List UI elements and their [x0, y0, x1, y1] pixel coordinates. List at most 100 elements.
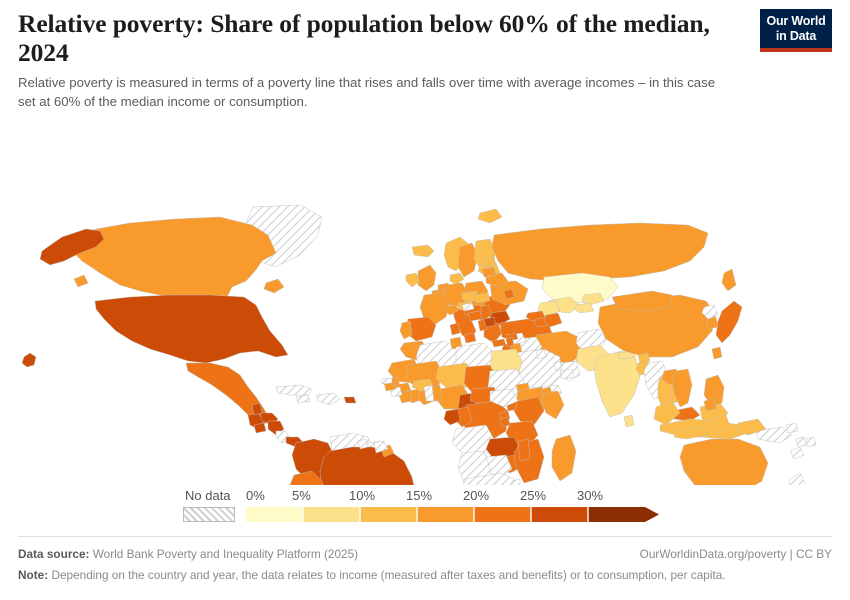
country-sri-lanka[interactable] — [623, 414, 635, 428]
legend-no-data-swatch[interactable] — [183, 507, 235, 522]
country-shapes[interactable] — [21, 204, 817, 485]
country-brazil[interactable] — [319, 446, 416, 485]
country-indonesia[interactable] — [659, 418, 749, 440]
chart-header: Relative poverty: Share of population be… — [18, 9, 832, 112]
country-sardinia[interactable] — [449, 322, 461, 336]
country-china[interactable] — [597, 294, 717, 358]
country-bhutan[interactable] — [637, 352, 651, 364]
country-lebanon[interactable] — [505, 336, 515, 348]
country-trinidad[interactable] — [357, 438, 369, 450]
country-new-guinea-west[interactable] — [735, 418, 767, 436]
country-new-caledonia[interactable] — [789, 446, 805, 460]
country-south-africa[interactable] — [462, 472, 515, 485]
country-vanuatu[interactable] — [795, 436, 807, 448]
country-north-korea[interactable] — [701, 304, 719, 320]
country-gambia[interactable] — [381, 377, 393, 385]
country-vancouver-is[interactable] — [73, 274, 89, 288]
country-kuwait[interactable] — [535, 348, 547, 360]
country-togo[interactable] — [423, 384, 435, 402]
country-madagascar[interactable] — [551, 434, 577, 482]
footer-link[interactable]: OurWorldinData.org/poverty | CC BY — [639, 547, 832, 561]
country-malawi[interactable] — [517, 438, 531, 462]
country-peru[interactable] — [289, 470, 326, 485]
world-map-svg[interactable] — [0, 95, 850, 485]
country-kyrgyzstan[interactable] — [581, 292, 605, 306]
country-fiji[interactable] — [805, 436, 817, 448]
legend-bin-5[interactable] — [531, 507, 588, 522]
footer-source-row: Data source: World Bank Poverty and Ineq… — [18, 546, 832, 563]
country-gabon[interactable] — [443, 408, 461, 426]
legend-bin-6[interactable] — [588, 507, 659, 522]
country-java[interactable] — [673, 426, 709, 440]
country-new-zealand[interactable] — [788, 472, 807, 485]
country-lithuania[interactable] — [481, 266, 497, 278]
country-india[interactable] — [593, 350, 641, 418]
country-switzerland[interactable] — [443, 304, 459, 316]
country-portugal[interactable] — [399, 320, 413, 340]
country-sakhalin[interactable] — [721, 268, 737, 292]
country-ireland[interactable] — [405, 272, 421, 288]
country-iceland[interactable] — [411, 244, 435, 258]
country-estonia[interactable] — [481, 256, 497, 268]
country-qatar[interactable] — [553, 360, 563, 372]
legend-color-bar[interactable] — [246, 507, 659, 522]
country-japan[interactable] — [715, 300, 743, 344]
legend-bin-1[interactable] — [303, 507, 360, 522]
country-jamaica[interactable] — [295, 394, 311, 404]
country-papua-new-guinea[interactable] — [755, 426, 793, 444]
country-mongolia[interactable] — [611, 290, 673, 312]
country-cuba[interactable] — [275, 384, 313, 396]
country-mexico[interactable] — [185, 362, 271, 426]
country-solomon-islands[interactable] — [785, 422, 799, 434]
country-canada[interactable] — [65, 216, 277, 304]
country-slovakia[interactable] — [473, 292, 491, 304]
legend-bin-0[interactable] — [246, 507, 303, 522]
legend-bin-2[interactable] — [360, 507, 417, 522]
country-vietnam[interactable] — [671, 368, 693, 408]
country-north-macedonia[interactable] — [483, 316, 497, 328]
country-svalbard[interactable] — [477, 208, 503, 224]
country-kenya[interactable] — [513, 396, 545, 426]
country-slovenia[interactable] — [461, 302, 475, 312]
country-philippines[interactable] — [703, 374, 725, 408]
country-azerbaijan[interactable] — [543, 312, 563, 328]
country-sicily[interactable] — [463, 332, 477, 344]
country-united-kingdom[interactable] — [417, 264, 437, 292]
legend-bin-3[interactable] — [417, 507, 474, 522]
country-united-states[interactable] — [94, 294, 289, 364]
country-kazakhstan[interactable] — [541, 272, 619, 304]
country-sweden[interactable] — [457, 242, 479, 278]
legend-bin-4[interactable] — [474, 507, 531, 522]
country-tajikistan[interactable] — [573, 302, 595, 314]
country-belize[interactable] — [251, 402, 263, 416]
country-suriname[interactable] — [373, 440, 389, 454]
country-el-salvador[interactable] — [253, 422, 267, 434]
country-uae[interactable] — [559, 368, 575, 380]
owid-logo[interactable]: Our World in Data — [760, 9, 832, 52]
country-alaska[interactable] — [39, 228, 105, 266]
country-somalia[interactable] — [541, 390, 565, 420]
country-djibouti[interactable] — [541, 386, 553, 396]
country-moldova[interactable] — [503, 288, 515, 300]
world-map[interactable] — [0, 95, 850, 485]
country-newfoundland[interactable] — [263, 278, 285, 294]
country-philippines-south[interactable] — [703, 398, 717, 412]
country-crete[interactable] — [491, 338, 507, 348]
country-sumatra[interactable] — [653, 400, 681, 426]
country-russia[interactable] — [491, 222, 709, 282]
country-burundi[interactable] — [499, 416, 511, 428]
country-puerto-rico[interactable] — [343, 396, 357, 404]
country-angola[interactable] — [451, 424, 495, 456]
country-eswatini[interactable] — [511, 478, 521, 485]
country-australia[interactable] — [679, 438, 769, 485]
country-bosnia[interactable] — [467, 310, 483, 322]
map-legend: No data 0% 5% 10% 15% 20% 25% 30% — [0, 488, 850, 536]
country-hawaii[interactable] — [21, 352, 37, 368]
country-taiwan[interactable] — [711, 346, 723, 360]
country-south-korea[interactable] — [705, 316, 719, 330]
country-denmark[interactable] — [449, 272, 465, 286]
country-sulawesi[interactable] — [709, 414, 731, 434]
country-south-sudan[interactable] — [489, 388, 519, 408]
country-hispaniola[interactable] — [315, 392, 341, 406]
footer-note-row: Note: Depending on the country and year,… — [18, 567, 832, 584]
